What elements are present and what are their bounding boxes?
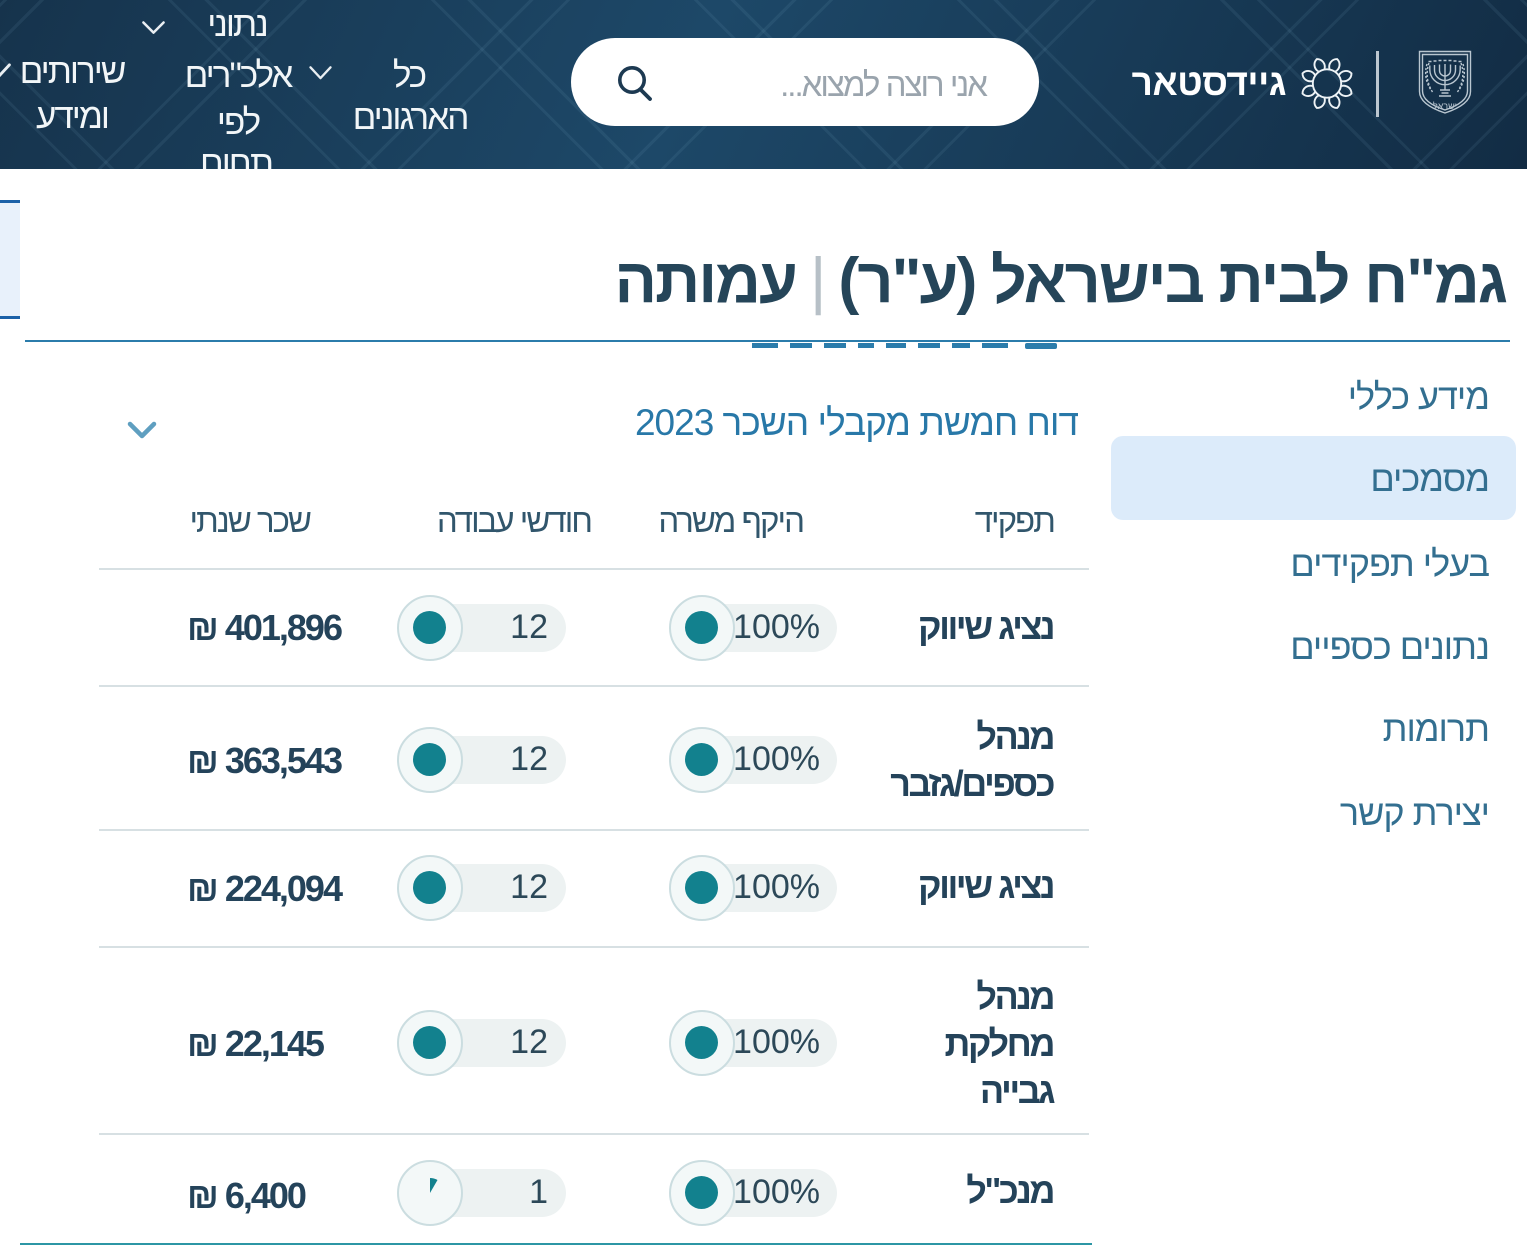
svg-text:ישראל: ישראל bbox=[1433, 101, 1457, 111]
